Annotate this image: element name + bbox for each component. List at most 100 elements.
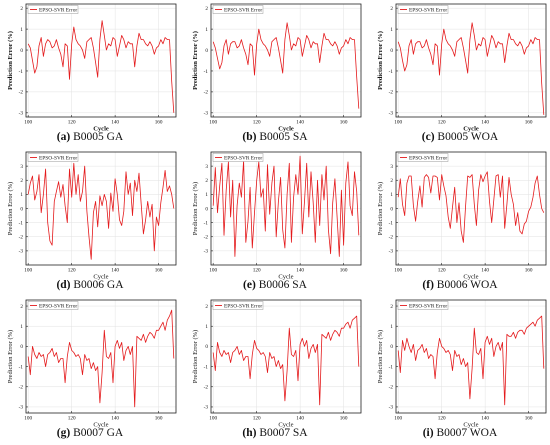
y-tick-label: 2 — [205, 6, 208, 12]
legend-box — [27, 301, 79, 310]
y-tick-label: 0 — [390, 206, 393, 212]
legend-label: EPSO-SVR Error — [224, 304, 262, 310]
y-tick-label: -1 — [204, 69, 209, 75]
y-tick-label: -3 — [19, 405, 24, 411]
series-line — [27, 20, 175, 113]
x-axis-label: Cycle — [93, 274, 108, 281]
panel-caption: (e) B0006 SA — [185, 279, 365, 291]
y-tick-label: -1 — [204, 364, 209, 370]
y-tick-label: 1 — [390, 27, 393, 33]
y-tick-label: -1 — [19, 364, 24, 370]
x-axis-label: Cycle — [278, 126, 294, 133]
y-tick-label: 2 — [205, 178, 208, 184]
y-tick-label: -1 — [204, 220, 209, 226]
x-tick-label: 140 — [111, 268, 119, 274]
chart-panel: 100 120 140 160 2 1 0 -1 -2 -3 Cycle Prediction Err… — [185, 296, 365, 443]
panel-caption-tag: (c) — [421, 131, 435, 143]
y-axis-label: Prediction Error (%) — [377, 31, 384, 90]
y-axis-label: Prediction Error (%) — [7, 182, 14, 235]
panel-caption: (c) B0005 WOA — [370, 131, 550, 143]
y-axis-label: Prediction Error (%) — [7, 330, 14, 383]
series-line — [27, 309, 175, 408]
x-axis-label: Cycle — [463, 422, 478, 429]
panel-caption-tag: (f) — [422, 279, 434, 291]
y-tick-label: 3 — [205, 164, 208, 170]
y-tick-label: -3 — [389, 405, 394, 411]
series-line — [27, 162, 175, 260]
y-tick-label: -3 — [19, 111, 24, 117]
y-tick-label: -2 — [204, 235, 209, 241]
x-tick-label: 160 — [340, 416, 348, 422]
x-tick-label: 140 — [296, 120, 304, 126]
plot-frame — [210, 299, 362, 414]
panel-caption: (g) B0007 GA — [0, 427, 180, 439]
x-tick-label: 160 — [340, 120, 348, 126]
y-tick-label: -3 — [204, 405, 209, 411]
y-tick-label: -3 — [389, 111, 394, 117]
y-tick-label: 0 — [205, 48, 208, 54]
legend-label: EPSO-SVR Error — [409, 156, 447, 162]
chart-panel: 100 120 140 160 2 1 0 -1 -2 -3 Cycle Prediction Err… — [370, 0, 550, 147]
panel-caption-text: B0007 SA — [256, 427, 308, 439]
panel-caption-tag: (b) — [242, 131, 257, 143]
x-tick-label: 140 — [111, 120, 119, 126]
y-tick-label: -3 — [204, 249, 209, 255]
x-tick-label: 140 — [296, 416, 304, 422]
legend-box — [212, 153, 264, 162]
x-tick-label: 160 — [525, 268, 533, 274]
y-tick-label: -2 — [389, 385, 394, 391]
line-chart: 100 120 140 160 2 1 0 -1 -2 -3 Cycle Prediction Err… — [377, 299, 547, 429]
legend: EPSO-SVR Error — [27, 153, 79, 162]
panel-caption: (d) B0006 GA — [0, 279, 180, 291]
legend: EPSO-SVR Error — [397, 301, 449, 310]
y-tick-label: 0 — [205, 344, 208, 350]
y-tick-label: 1 — [390, 192, 393, 198]
y-tick-label: 0 — [390, 48, 393, 54]
series-line — [397, 315, 545, 406]
x-tick-label: 160 — [155, 268, 163, 274]
x-tick-label: 120 — [438, 416, 446, 422]
x-tick-label: 100 — [394, 120, 402, 126]
line-chart: 100 120 140 160 2 1 0 -1 -2 -3 Cycle Prediction Err… — [192, 299, 362, 429]
series-line — [397, 22, 545, 115]
line-chart: 100 120 140 160 3 2 1 0 -1 -2 -3 Cycle Prediction Er… — [192, 151, 362, 281]
y-tick-label: 3 — [20, 164, 23, 170]
chart-panel: 100 120 140 160 3 2 1 0 -1 -2 -3 Cycle Prediction Er… — [0, 148, 180, 295]
y-tick-label: -3 — [204, 111, 209, 117]
x-tick-label: 100 — [24, 416, 32, 422]
legend: EPSO-SVR Error — [212, 301, 264, 310]
y-tick-label: 1 — [20, 192, 23, 198]
x-tick-label: 120 — [253, 120, 261, 126]
x-tick-label: 120 — [438, 268, 446, 274]
panel-caption-tag: (e) — [243, 279, 256, 291]
panel-caption-text: B0005 WOA — [434, 131, 499, 143]
x-tick-label: 140 — [296, 268, 304, 274]
panel-caption-tag: (i) — [422, 427, 434, 439]
x-tick-label: 120 — [68, 120, 76, 126]
x-tick-label: 140 — [111, 416, 119, 422]
legend: EPSO-SVR Error — [27, 301, 79, 310]
y-tick-label: -1 — [389, 220, 394, 226]
legend-box — [397, 153, 449, 162]
y-tick-label: 0 — [205, 206, 208, 212]
y-tick-label: 1 — [20, 27, 23, 33]
chart-panel: 100 120 140 160 2 1 0 -1 -2 -3 Cycle Prediction Err… — [370, 296, 550, 443]
x-tick-label: 120 — [253, 268, 261, 274]
y-axis-label: Prediction Error (%) — [192, 330, 199, 383]
y-axis-label: Prediction Error (%) — [192, 31, 199, 90]
plot-frame — [25, 3, 177, 118]
line-chart: 100 120 140 160 2 1 0 -1 -2 -3 Cycle Prediction Err… — [7, 299, 177, 429]
line-chart: 100 120 140 160 2 1 0 -1 -2 -3 Cycle Prediction Err… — [192, 3, 362, 133]
y-tick-label: 2 — [20, 304, 23, 310]
y-tick-label: 0 — [20, 344, 23, 350]
x-axis-label: Cycle — [463, 126, 479, 133]
y-tick-label: -1 — [19, 69, 24, 75]
x-tick-label: 100 — [24, 120, 32, 126]
x-tick-label: 100 — [24, 268, 32, 274]
legend-box — [27, 153, 79, 162]
y-tick-label: -1 — [19, 220, 24, 226]
y-tick-label: 1 — [390, 324, 393, 330]
line-chart: 100 120 140 160 2 1 0 -1 -2 -3 Cycle Prediction Err… — [7, 3, 177, 133]
x-tick-label: 140 — [481, 268, 489, 274]
panel-caption-tag: (h) — [242, 427, 257, 439]
